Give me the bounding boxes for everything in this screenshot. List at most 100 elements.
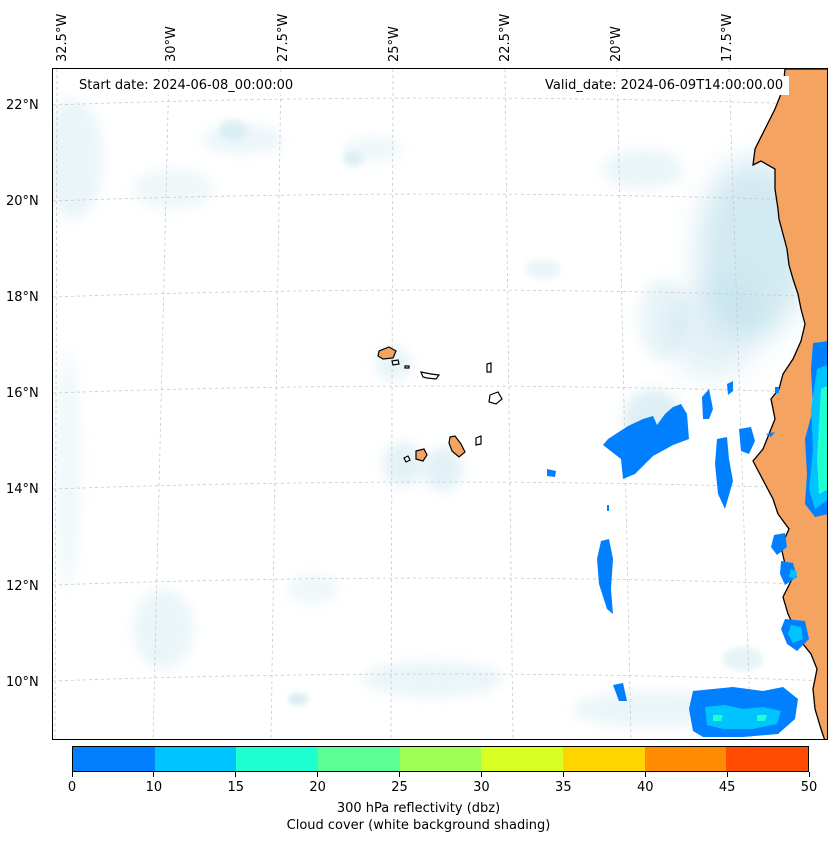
africa-land — [752, 69, 827, 739]
cloud-patch — [343, 151, 363, 167]
colorbar-tick-label: 40 — [636, 780, 654, 795]
colorbar-tick-label: 50 — [800, 780, 818, 795]
cloud-patch — [423, 447, 463, 491]
cloud-patch — [219, 119, 247, 139]
start-date-label: Start date: 2024-06-08_00:00:00 — [73, 76, 300, 95]
colorbar-segment — [481, 747, 564, 771]
colorbar-tick — [153, 772, 155, 777]
gridlines — [53, 69, 827, 739]
reflectivity-cell — [757, 715, 767, 721]
colorbar-subtitle: Cloud cover (white background shading) — [286, 818, 551, 833]
reflectivity-cell — [613, 683, 627, 701]
reflectivity-cell — [817, 386, 827, 494]
island-sao-vicente — [391, 359, 400, 366]
parallel-16n — [53, 385, 827, 394]
meridian-25w — [390, 69, 394, 739]
colorbar-title: 300 hPa reflectivity (dbz) — [336, 801, 501, 816]
cloud-patch — [383, 442, 423, 486]
lon-label-32-5w: 32.5°W — [55, 13, 70, 62]
reflectivity-cell — [780, 561, 797, 585]
lon-label-25w: 25°W — [387, 26, 402, 62]
lat-label-14n: 14°N — [6, 482, 39, 497]
parallel-22n — [53, 97, 827, 106]
colorbar-tick-label: 0 — [67, 780, 77, 795]
colorbar-segment — [318, 747, 400, 771]
lon-label-22-5w: 22.5°W — [498, 13, 513, 62]
cloud-patch — [363, 661, 503, 697]
lat-label-12n: 12°N — [6, 579, 39, 594]
colorbar-tick — [480, 772, 482, 777]
reflectivity-15-20 — [713, 386, 827, 721]
reflectivity-cell — [766, 432, 775, 437]
island-santa-luzia — [404, 365, 410, 369]
colorbar-segment — [726, 747, 809, 771]
cloud-cover-layer — [53, 99, 808, 727]
reflectivity-cell — [715, 437, 733, 509]
lat-label-18n: 18°N — [6, 290, 39, 305]
island-boa-vista — [488, 391, 503, 405]
cloud-patch — [56, 349, 80, 589]
colorbar-segment — [73, 747, 155, 771]
island-santiago — [448, 435, 466, 458]
island-sal — [486, 362, 492, 373]
lat-label-16n: 16°N — [6, 386, 39, 401]
reflectivity-cell — [705, 705, 781, 729]
lon-label-17-5w: 17.5°W — [720, 13, 735, 62]
reflectivity-cell — [771, 533, 787, 555]
colorbar-tick-label: 45 — [718, 780, 736, 795]
parallel-12n — [53, 577, 827, 586]
colorbar-segment — [399, 747, 482, 771]
meridian-20w — [616, 69, 632, 739]
reflectivity-cell — [775, 387, 779, 393]
cloud-patch — [668, 279, 758, 379]
colorbar-tick-label: 20 — [309, 780, 326, 795]
island-maio — [475, 435, 482, 446]
meridian-30w — [152, 69, 170, 739]
cloud-patch — [603, 149, 683, 189]
colorbar-segment — [563, 747, 645, 771]
cloud-patch — [638, 279, 688, 359]
cloud-patch — [133, 589, 193, 669]
map-canvas — [53, 69, 827, 739]
lon-label-30w: 30°W — [164, 26, 179, 62]
island-sao-nicolau — [420, 371, 441, 380]
colorbar-tick-label: 25 — [391, 780, 408, 795]
colorbar — [72, 746, 809, 772]
colorbar-tick-label: 35 — [555, 780, 572, 795]
reflectivity-cell — [702, 389, 713, 419]
lat-label-20n: 20°N — [6, 194, 39, 209]
island-santo-antao — [377, 346, 397, 360]
parallel-18n — [53, 289, 827, 298]
colorbar-tick — [71, 772, 73, 777]
reflectivity-cell — [607, 505, 609, 511]
colorbar-tick-label: 10 — [145, 780, 163, 795]
reflectivity-cell — [789, 569, 797, 579]
meridian-17-5w — [728, 69, 752, 739]
colorbar-segment — [236, 747, 319, 771]
parallel-14n — [53, 481, 827, 490]
colorbar-tick — [235, 772, 237, 777]
colorbar-segment — [644, 747, 727, 771]
colorbar-tick — [317, 772, 319, 777]
reflectivity-cell — [727, 381, 733, 395]
meridian-22-5w — [504, 69, 514, 739]
lon-label-20w: 20°W — [609, 26, 624, 62]
parallel-20n — [53, 193, 827, 202]
cape-verde-islands — [377, 346, 503, 463]
reflectivity-cell — [788, 625, 803, 643]
map-panel — [52, 68, 828, 740]
valid-date-label: Valid_date: 2024-06-09T14:00:00.00 — [539, 76, 790, 95]
parallel-10n — [53, 673, 827, 682]
meridian-32-5w — [54, 69, 58, 739]
reflectivity-cell — [603, 404, 689, 479]
cloud-patch — [288, 574, 338, 604]
reflectivity-cell — [547, 469, 556, 477]
colorbar-tick — [726, 772, 728, 777]
cloud-patch — [525, 259, 561, 279]
colorbar-tick — [399, 772, 401, 777]
cloud-patch — [723, 647, 763, 671]
lon-label-27-5w: 27.5°W — [276, 13, 291, 62]
cloud-patch — [133, 169, 213, 209]
colorbar-tick — [808, 772, 810, 777]
lat-label-22n: 22°N — [6, 98, 39, 113]
